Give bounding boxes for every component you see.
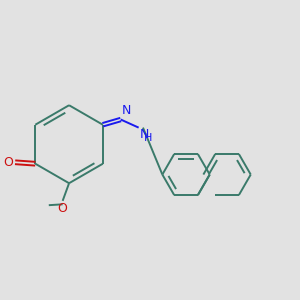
Text: N: N [140, 128, 149, 142]
Text: N: N [122, 104, 131, 117]
Text: H: H [144, 134, 152, 143]
Text: O: O [3, 156, 13, 169]
Text: O: O [58, 202, 68, 215]
